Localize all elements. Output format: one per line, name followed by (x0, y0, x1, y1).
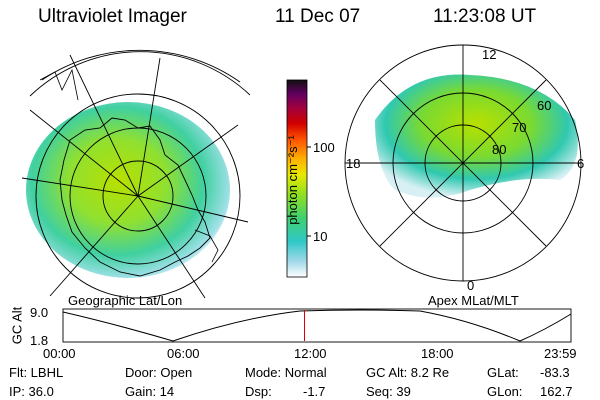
orbit-t2: 12:00 (294, 346, 327, 361)
geographic-map (21, 49, 251, 299)
orbit-t3: 18:00 (421, 346, 454, 361)
colorbar (286, 79, 311, 278)
status-mode: Mode: Normal (245, 365, 327, 380)
status-glon-value: 162.7 (540, 384, 573, 399)
status-gain: Gain: 14 (125, 384, 175, 399)
orbit-t0: 00:00 (43, 346, 76, 361)
apex-map (344, 44, 582, 282)
status-flt: Flt: LBHL (9, 365, 64, 380)
apex-mlat-80: 80 (492, 142, 507, 157)
apex-mlt-18: 18 (346, 156, 361, 171)
status-seq: Seq: 39 (366, 384, 411, 399)
orbit-ymin: 1.8 (30, 333, 49, 348)
orbit-ylabel: GC Alt (9, 306, 25, 345)
status-dsp-value: -1.7 (303, 384, 326, 399)
apex-mlt-0: 0 (467, 278, 475, 293)
status-dsp-label: Dsp: (245, 384, 272, 399)
status-glat-value: -83.3 (540, 365, 570, 380)
orbit-plot (62, 308, 572, 343)
geo-map-caption: Geographic Lat/Lon (68, 293, 183, 308)
orbit-t1: 06:00 (167, 346, 200, 361)
orbit-ymax: 9.0 (30, 305, 49, 320)
apex-map-caption: Apex MLat/MLT (428, 293, 519, 308)
apex-mlt-6: 6 (577, 156, 585, 171)
time-label: 11:23:08 UT (433, 6, 537, 27)
colorbar-tick-10: 10 (313, 229, 328, 244)
status-door: Door: Open (125, 365, 193, 380)
status-glon-label: GLon: (487, 384, 523, 399)
orbit-time-cursor (303, 310, 305, 341)
colorbar-tick-100: 100 (313, 140, 335, 155)
status-ip: IP: 36.0 (9, 384, 54, 399)
status-gcalt: GC Alt: 8.2 Re (366, 365, 450, 380)
date-label: 11 Dec 07 (275, 6, 361, 27)
colorbar-unit-label: photon cm⁻²s⁻¹ (285, 135, 300, 225)
apex-mlat-70: 70 (512, 120, 527, 135)
orbit-t4: 23:59 (544, 346, 577, 361)
apex-mlat-60: 60 (537, 98, 552, 113)
status-glat-label: GLat: (487, 365, 519, 380)
apex-mlt-12: 12 (482, 47, 497, 62)
instrument-title: Ultraviolet Imager (38, 6, 187, 27)
